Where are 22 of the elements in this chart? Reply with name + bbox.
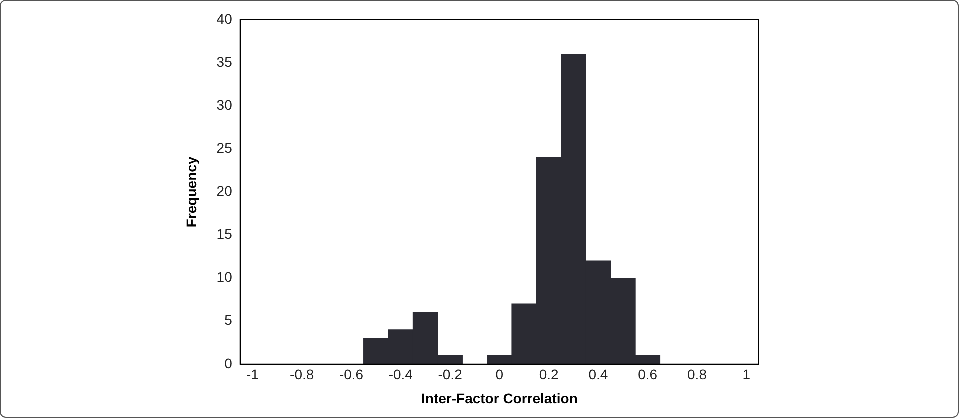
x-tick-label: -0.6 — [339, 366, 364, 383]
x-tick-label: -0.8 — [290, 366, 314, 383]
y-tick-label: 0 — [224, 355, 233, 372]
y-tick-label: 15 — [216, 226, 233, 242]
x-tick-label: -1 — [246, 366, 260, 383]
x-tick-label: 1 — [742, 366, 751, 383]
x-tick-label: 0.4 — [588, 366, 608, 383]
y-axis-title: Frequency — [183, 156, 200, 228]
y-tick-label: 20 — [216, 183, 233, 200]
y-tick-label: 5 — [224, 312, 233, 328]
x-tick-label: 0.8 — [688, 366, 708, 383]
y-tick-label: 10 — [216, 269, 233, 286]
y-tick-label: 30 — [216, 96, 233, 113]
x-tick-label: 0 — [496, 366, 504, 383]
x-tick-label: 0.2 — [539, 366, 560, 383]
y-tick-label: 35 — [216, 54, 233, 70]
x-tick-label: -0.2 — [438, 366, 463, 383]
x-tick-label: 0.6 — [638, 366, 658, 383]
x-axis-title: Inter-Factor Correlation — [422, 390, 578, 406]
x-tick-label: -0.4 — [388, 366, 414, 383]
y-tick-label: 25 — [216, 140, 233, 156]
y-tick-label: 40 — [216, 10, 233, 27]
